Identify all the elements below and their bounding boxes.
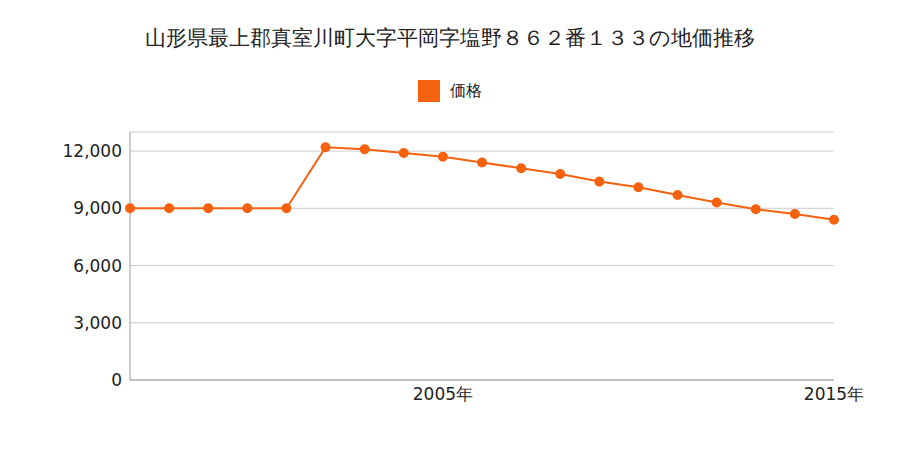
svg-text:2015年: 2015年 [804, 384, 864, 404]
svg-text:12,000: 12,000 [63, 141, 122, 161]
svg-text:2005年: 2005年 [413, 384, 473, 404]
svg-text:6,000: 6,000 [73, 256, 122, 276]
html-text:価格: 価格 [450, 80, 482, 100]
svg-text:9,000: 9,000 [73, 198, 122, 218]
html-text:山形県最上郡真室川町大字平岡字塩野８６２番１３３の地価推移: 山形県最上郡真室川町大字平岡字塩野８６２番１３３の地価推移 [145, 26, 755, 50]
svg-text:3,000: 3,000 [73, 313, 122, 333]
svg-text:0: 0 [111, 370, 122, 390]
